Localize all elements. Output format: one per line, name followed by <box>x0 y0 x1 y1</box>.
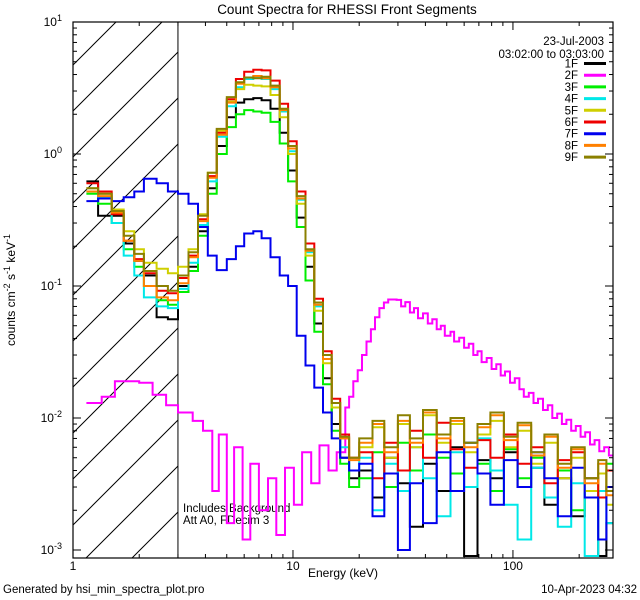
svg-text:10-1: 10-1 <box>41 277 62 293</box>
svg-text:100: 100 <box>44 145 62 161</box>
y-axis-label: counts cm-2 s-1 keV-1 <box>2 234 18 346</box>
legend-label-2F: 2F <box>565 70 578 82</box>
series-line-3F <box>86 109 613 518</box>
axes-frame <box>72 21 614 559</box>
series-line-6F <box>86 68 613 512</box>
annotation-includes-background: Includes Background <box>183 503 290 515</box>
legend-label-3F: 3F <box>565 82 578 94</box>
legend-label-1F: 1F <box>565 59 578 71</box>
footer-render-timestamp: 10-Apr-2023 04:32 <box>541 584 637 596</box>
svg-text:101: 101 <box>44 13 62 29</box>
legend-label-6F: 6F <box>565 117 578 129</box>
svg-text:10: 10 <box>286 559 300 573</box>
tick-labels: 1 10 100 101 100 10-1 10-2 10-3 <box>41 13 524 573</box>
series-line-9F <box>86 75 613 492</box>
legend-label-7F: 7F <box>565 129 578 141</box>
legend-label-8F: 8F <box>565 140 578 152</box>
series-line-2F <box>86 298 613 541</box>
chart-title: Count Spectra for RHESSI Front Segments <box>217 2 477 17</box>
footer-generated-by: Generated by hsi_min_spectra_plot.pro <box>3 584 204 596</box>
svg-text:100: 100 <box>503 559 523 573</box>
observation-time-range: 03:02:00 to 03:03:00 <box>498 49 604 61</box>
legend-label-9F: 9F <box>565 152 578 164</box>
svg-text:1: 1 <box>70 559 77 573</box>
legend-label-5F: 5F <box>565 105 578 117</box>
series-line-8F <box>86 75 613 497</box>
svg-text:10-2: 10-2 <box>41 409 62 425</box>
series-line-7F <box>86 177 613 551</box>
svg-text:counts cm-2 s-1 keV-1: counts cm-2 s-1 keV-1 <box>2 234 18 346</box>
svg-text:10-3: 10-3 <box>41 541 62 557</box>
series-line-5F <box>86 83 613 506</box>
legend-label-4F: 4F <box>565 94 578 106</box>
x-axis-label: Energy (keV) <box>308 566 378 580</box>
spectra-series-lines <box>86 68 613 557</box>
observation-date: 23-Jul-2003 <box>543 36 604 48</box>
